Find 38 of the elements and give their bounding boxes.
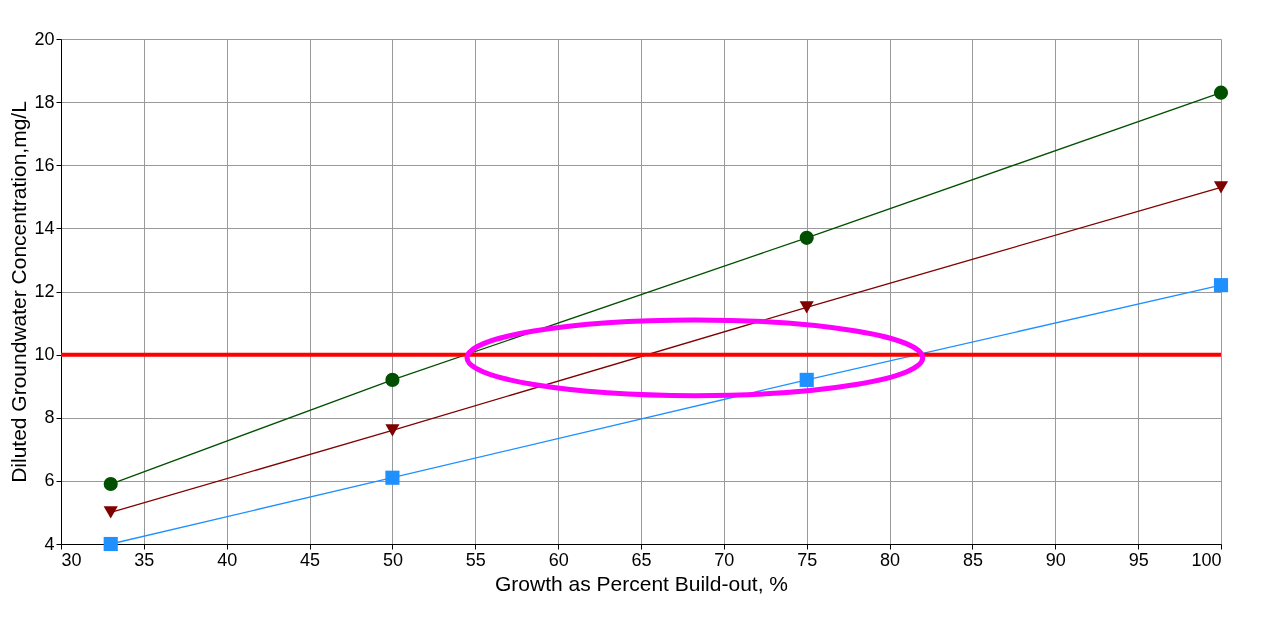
x-tick-label: 75 [797, 549, 818, 570]
x-tick-label: 65 [631, 549, 652, 570]
y-axis-title: Diluted Groundwater Concentration,mg/L [7, 101, 31, 483]
point [103, 536, 118, 552]
x-tick-label: 60 [548, 549, 569, 570]
point [103, 476, 118, 492]
x-tick-label: 45 [300, 549, 321, 570]
y-tick-label: 18 [34, 91, 55, 112]
point [385, 470, 400, 485]
y-tick-label: 8 [44, 407, 55, 428]
x-tick-label: 100 [1191, 549, 1222, 570]
point [103, 506, 118, 519]
x-tick-label: 55 [465, 549, 486, 570]
x-tick-label: 40 [217, 549, 238, 570]
point [1213, 278, 1229, 293]
y-tick-label: 14 [34, 217, 55, 238]
x-tick-label: 80 [880, 549, 901, 570]
point [1213, 181, 1229, 194]
x-tick-label: 85 [962, 549, 983, 570]
y-tick-label: 6 [44, 470, 55, 491]
x-axis-title: Growth as Percent Build-out, % [495, 571, 788, 595]
x-tick-label: 70 [714, 549, 735, 570]
y-tick-label: 12 [34, 281, 55, 301]
y-tick-label: 20 [34, 28, 55, 49]
point [385, 372, 400, 387]
x-tick-label: 90 [1045, 549, 1066, 570]
point [799, 301, 814, 314]
x-tick-label: 95 [1128, 549, 1149, 570]
point [385, 424, 400, 437]
point [799, 230, 814, 245]
y-tick-label: 4 [44, 533, 55, 554]
x-tick-label: 50 [382, 549, 403, 570]
x-tick-label: 35 [134, 549, 155, 570]
y-tick-label: 10 [34, 344, 55, 365]
y-tick-label: 16 [34, 154, 55, 175]
point [799, 372, 814, 387]
point [1213, 85, 1229, 100]
x-tick-label: 30 [61, 549, 82, 570]
